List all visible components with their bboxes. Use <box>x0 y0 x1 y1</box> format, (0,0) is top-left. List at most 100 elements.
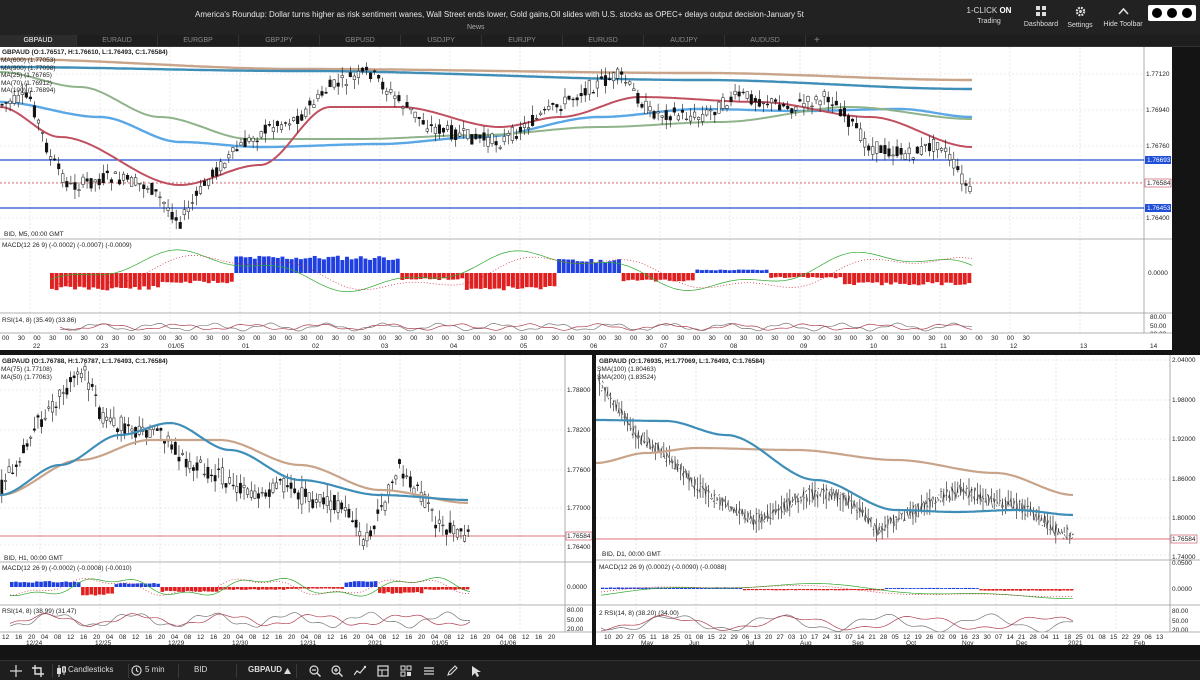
tab-gbpjpy[interactable]: GBPJPY <box>239 35 320 47</box>
candle-up <box>207 179 211 186</box>
macd-bar-negative <box>407 587 411 593</box>
tab-audusd[interactable]: AUDUSD <box>725 35 806 47</box>
legend-entry: MA(50) (1.77063) <box>1 374 52 381</box>
tab-euraud[interactable]: EURAUD <box>77 35 158 47</box>
rsi-level-label: 80.00 <box>1150 314 1167 321</box>
drawing-list-icon[interactable] <box>423 665 435 677</box>
macd-bar-negative <box>440 587 445 590</box>
candle-up <box>101 412 105 424</box>
price-side-select[interactable]: BID <box>194 665 208 674</box>
ohlc-open-tick <box>623 416 625 418</box>
macd-bar-positive <box>750 269 755 273</box>
news-ticker[interactable]: America's Roundup: Dollar turns higher a… <box>195 10 804 19</box>
macd-bar-negative <box>861 589 865 591</box>
macd-bar-negative <box>185 587 190 591</box>
candle-down <box>531 114 535 126</box>
timeframe-select[interactable]: 5 min <box>145 665 165 674</box>
tab-gbpusd[interactable]: GBPUSD <box>320 35 401 47</box>
pencil-icon[interactable] <box>446 665 458 677</box>
candle-up <box>7 466 11 473</box>
macd-bar-negative <box>653 273 658 282</box>
macd-bar-positive <box>640 587 644 589</box>
ohlc-open-tick <box>648 437 651 445</box>
macd-bar-positive <box>131 583 135 587</box>
chart-pane-m5[interactable]: 1.771201.769401.767601.765801.764001.766… <box>0 47 1172 350</box>
price-tag-label: 1.76584 <box>567 533 591 540</box>
macd-bar-negative <box>1054 589 1058 591</box>
candle-up <box>539 112 543 115</box>
candle-down <box>293 488 297 494</box>
macd-bar-negative <box>849 589 853 591</box>
dashboard-button[interactable]: Dashboard <box>1020 6 1062 28</box>
ohlc-open-tick <box>880 525 883 534</box>
d1-ohlc-header: GBPAUD (O:1.76935, H:1.77069, L:1.76493,… <box>599 358 765 365</box>
chart-pane-d1[interactable]: 2.04000 1.98000 1.92000 1.86000 1.80000 1.740… <box>596 355 1200 645</box>
cursor-icon[interactable] <box>470 665 482 677</box>
candle-up <box>526 127 531 130</box>
time-tick-label: 30 <box>457 335 465 342</box>
candle-up <box>769 98 774 104</box>
ohlc-open-tick <box>905 511 908 514</box>
candle-up <box>721 97 725 109</box>
ohlc-open-tick <box>869 518 872 524</box>
m5-chart-canvas[interactable]: 1.771201.769401.767601.765801.764001.766… <box>0 47 1172 350</box>
macd-bar-positive <box>601 587 605 589</box>
ohlc-close-tick <box>1002 505 1005 508</box>
ohlc-close-tick <box>1047 520 1049 525</box>
candle-up <box>275 482 278 489</box>
date-tick-label: 27 <box>627 634 635 641</box>
tab-gbpaud[interactable]: GBPAUD <box>0 35 77 47</box>
candle-down <box>101 173 105 184</box>
ohlc-open-tick <box>1001 500 1003 508</box>
ohlc-close-tick <box>632 425 635 435</box>
ohlc-close-tick <box>853 499 856 508</box>
macd-bar-negative <box>782 273 787 278</box>
crop-icon[interactable] <box>32 665 44 677</box>
x-axis-bg <box>0 333 1172 350</box>
zoom-in-icon[interactable] <box>331 665 343 677</box>
one-click-trading-toggle[interactable]: 1-CLICK ON Trading <box>964 6 1014 25</box>
account-logo[interactable] <box>1148 5 1196 21</box>
date-tick-label: 08 <box>1099 634 1107 641</box>
tab-eurusd[interactable]: EURUSD <box>563 35 644 47</box>
indicator-icon[interactable] <box>354 665 366 677</box>
ohlc-open-tick <box>835 489 838 502</box>
macd-bar-negative <box>1058 589 1062 591</box>
symbol-select[interactable]: GBPAUD <box>248 665 283 674</box>
macd-bar-negative <box>621 273 626 282</box>
chart-type-select[interactable]: Candlesticks <box>68 665 114 674</box>
date-tick-label: 03 <box>381 343 389 350</box>
objects-icon[interactable] <box>400 665 412 677</box>
ohlc-open-tick <box>1045 518 1048 529</box>
caret-up-icon[interactable] <box>284 668 291 674</box>
chart-pane-h1[interactable]: 1.78800 1.78200 1.77600 1.77000 1.76400 1.765… <box>0 355 592 645</box>
candle-down <box>380 505 383 507</box>
crosshair-icon[interactable] <box>10 665 22 677</box>
tab-audjpy[interactable]: AUDJPY <box>644 35 725 47</box>
time-tick-label: 30 <box>332 335 340 342</box>
macd-bar-negative <box>428 273 432 280</box>
settings-button[interactable]: Settings <box>1063 6 1097 29</box>
macd-bar-negative <box>792 273 797 278</box>
tab-usdjpy[interactable]: USDJPY <box>401 35 482 47</box>
d1-chart-canvas[interactable]: 2.04000 1.98000 1.92000 1.86000 1.80000 1.740… <box>596 355 1200 645</box>
hide-toolbar-button[interactable]: Hide Toolbar <box>1098 6 1148 28</box>
tab-eurjpy[interactable]: EURJPY <box>482 35 563 47</box>
ohlc-close-tick <box>974 487 977 493</box>
zoom-out-icon[interactable] <box>309 665 321 677</box>
template-icon[interactable] <box>377 665 389 677</box>
macd-bar-negative <box>983 589 987 591</box>
grid-icon <box>1036 6 1046 16</box>
ohlc-close-tick <box>613 400 615 402</box>
tab-eurgbp[interactable]: EURGBP <box>158 35 239 47</box>
ohlc-open-tick <box>785 498 788 503</box>
macd-bar-positive <box>335 255 340 273</box>
macd-bar-positive <box>683 587 688 589</box>
macd-bar-positive <box>589 258 594 273</box>
candle-up <box>648 106 652 112</box>
candle-down <box>25 443 29 447</box>
add-tab-button[interactable]: + <box>814 35 820 46</box>
h1-chart-canvas[interactable]: 1.78800 1.78200 1.77600 1.77000 1.76400 1.765… <box>0 355 592 645</box>
macd-bar-negative <box>847 273 852 284</box>
candle-down <box>336 82 340 87</box>
